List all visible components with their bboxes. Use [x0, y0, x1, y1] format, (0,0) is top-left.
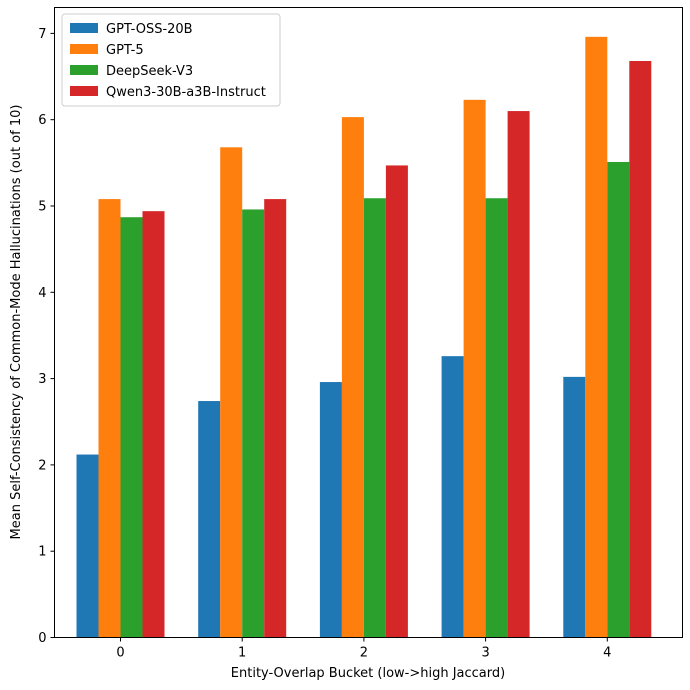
x-axis-ticks: 0 1 2 3 4 [116, 637, 611, 661]
bar-qwen3-30b-a3b-instruct-2 [385, 165, 408, 638]
y-tick-label: 3 [38, 372, 46, 387]
y-axis-label: Mean Self-Consistency of Common-Mode Hal… [9, 105, 24, 540]
x-tick-label: 0 [116, 646, 124, 661]
legend-label: Qwen3-30B-a3B-Instruct [106, 85, 266, 100]
legend-box [61, 13, 281, 107]
bar-gpt-oss-20b-3 [441, 356, 464, 638]
x-tick-label: 3 [481, 646, 489, 661]
bar-qwen3-30b-a3b-instruct-1 [264, 199, 287, 638]
bar-qwen3-30b-a3b-instruct-0 [142, 211, 165, 638]
bar-deepseek-v3-3 [485, 198, 508, 638]
bar-qwen3-30b-a3b-instruct-4 [629, 61, 652, 638]
bars-group [76, 36, 652, 638]
y-tick-label: 4 [38, 286, 46, 301]
plot-frame [54, 7, 683, 638]
y-tick-label: 5 [38, 199, 46, 214]
x-tick-label: 2 [360, 646, 368, 661]
bar-deepseek-v3-0 [120, 217, 143, 638]
legend-swatch [70, 65, 98, 75]
y-axis-ticks: 0 1 2 3 4 5 6 7 [38, 27, 55, 646]
y-tick-label: 0 [38, 631, 46, 646]
bar-deepseek-v3-4 [607, 161, 630, 638]
bar-qwen3-30b-a3b-instruct-3 [507, 111, 530, 638]
legend-swatch [70, 44, 98, 54]
bar-gpt-5-3 [463, 99, 486, 638]
y-tick-label: 2 [38, 458, 46, 473]
bar-gpt-oss-20b-1 [198, 401, 221, 638]
legend-swatch [70, 86, 98, 96]
legend-label: GPT-OSS-20B [106, 22, 193, 37]
bar-deepseek-v3-2 [363, 198, 386, 638]
bar-gpt-5-1 [220, 147, 243, 638]
legend-label: GPT-5 [106, 43, 144, 58]
bar-gpt-oss-20b-0 [76, 454, 99, 638]
bar-gpt-oss-20b-4 [563, 376, 586, 638]
bar-gpt-5-2 [341, 117, 364, 638]
bar-gpt-oss-20b-2 [319, 382, 342, 638]
x-tick-label: 1 [238, 646, 246, 661]
y-tick-label: 1 [38, 545, 46, 560]
legend-label: DeepSeek-V3 [106, 64, 193, 79]
y-tick-label: 6 [38, 113, 46, 128]
x-tick-label: 4 [603, 646, 611, 661]
legend: GPT-OSS-20B GPT-5 DeepSeek-V3 Qwen3-30B-a3B… [61, 13, 281, 107]
bar-gpt-5-4 [585, 36, 608, 638]
bar-deepseek-v3-1 [242, 209, 265, 638]
bar-gpt-5-0 [98, 199, 121, 638]
x-axis-label: Entity-Overlap Bucket (low->high Jaccard… [231, 666, 505, 681]
legend-swatch [70, 23, 98, 33]
y-tick-label: 7 [38, 27, 46, 42]
